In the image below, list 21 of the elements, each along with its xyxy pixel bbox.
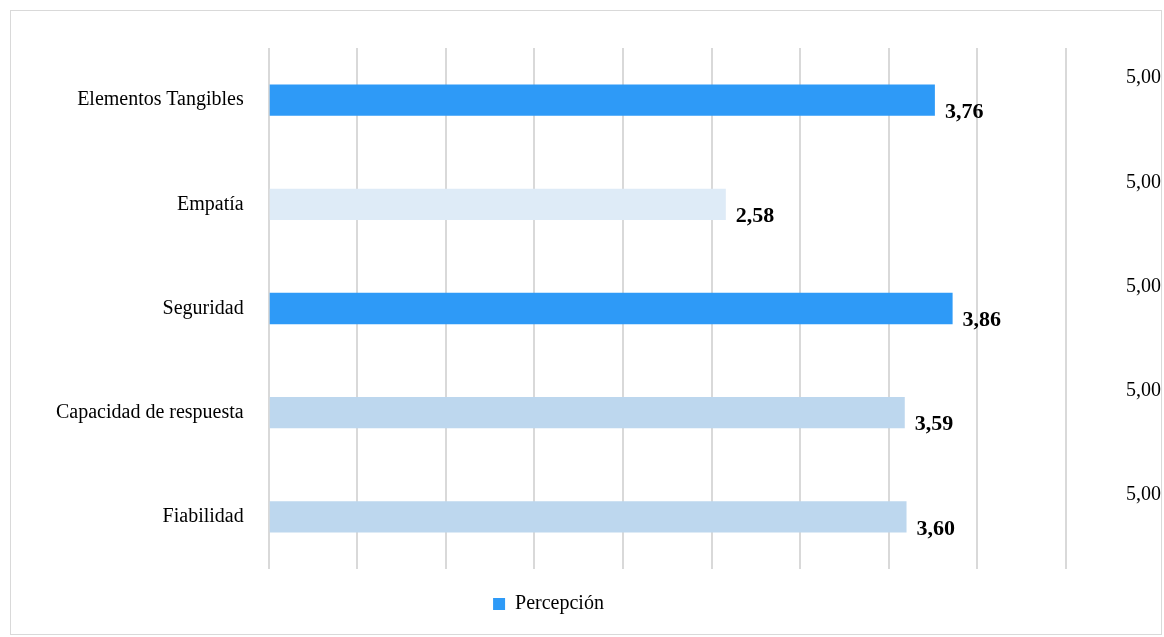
data-label: 3,60 bbox=[916, 514, 956, 540]
bar bbox=[269, 292, 953, 325]
bar bbox=[269, 188, 726, 220]
y-tick-label: Elementos Tangibles bbox=[77, 87, 244, 111]
data-label: 3,76 bbox=[944, 97, 984, 123]
text: 5,00 bbox=[1126, 482, 1161, 505]
bar bbox=[269, 84, 935, 116]
y-tick-label: Empatía bbox=[177, 191, 244, 215]
data-label: 3,59 bbox=[914, 410, 954, 436]
data-label: 3,86 bbox=[962, 306, 1002, 332]
bar bbox=[269, 397, 905, 429]
text: 5,00 bbox=[1126, 169, 1161, 192]
y-tick-label: Seguridad bbox=[162, 295, 244, 319]
y-tick-label: Fiabilidad bbox=[162, 504, 244, 527]
bar bbox=[269, 501, 907, 533]
text: 5,00 bbox=[1126, 65, 1161, 88]
y-tick-label: Capacidad de respuesta bbox=[55, 399, 244, 423]
legend-label: Percepción bbox=[515, 591, 604, 615]
text: 5,00 bbox=[1126, 273, 1161, 296]
text: 5,00 bbox=[1126, 377, 1161, 400]
data-label: 2,58 bbox=[735, 201, 775, 227]
